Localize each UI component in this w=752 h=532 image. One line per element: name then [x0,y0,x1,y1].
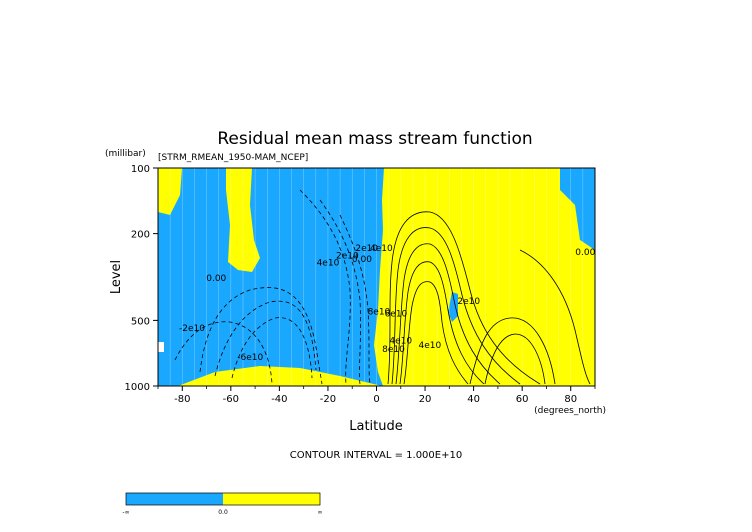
y-tick-label: 100 [131,164,150,175]
plot-area: 0.00-2e10-6e104e102e100.004e102e108e106e… [157,167,596,387]
contour-label: 0.00 [206,274,226,284]
contour-pos-7 [484,333,546,385]
contour-neg-6 [339,214,371,385]
contour-neg-7 [174,321,273,385]
colorbar-label-zero: 0.0 [218,509,228,516]
contour-label: 4e10 [370,244,393,254]
x-tick-label: -80 [174,394,190,405]
contour-neg-1 [199,287,323,385]
colorbar-frame [125,492,321,506]
x-tick-label: 0 [373,394,379,405]
x-tick-label: -60 [223,394,239,405]
contour-label: -2e10 [179,324,205,334]
contour-label: 2e10 [336,251,359,261]
x-units: (degrees_north) [534,406,606,416]
y-tick-label: 200 [131,230,150,241]
contour-pos-1 [387,211,541,385]
positive-region-main [374,168,595,386]
x-tick-label: 60 [516,394,529,405]
x-tick-label: 80 [564,394,577,405]
contour-interval: CONTOUR INTERVAL = 1.000E+10 [290,450,462,461]
white-notch [158,342,164,352]
y-tick-label: 500 [131,316,150,327]
x-tick-label: 40 [467,394,480,405]
contour-labels: 0.00-2e10-6e104e102e100.004e102e108e106e… [179,244,596,363]
contour-pos-3 [395,243,501,385]
contour-label: 6e10 [385,310,408,320]
colorbar-negative [126,493,223,505]
x-tick-label: 20 [419,394,432,405]
colorbar-label-max: ∞ [318,509,323,516]
contour-neg-4 [299,189,351,385]
colorbar: -∞ 0.0 ∞ [122,492,323,516]
y-axis-label: Level [109,260,124,294]
contour-pos-2 [391,227,521,385]
chart-title: Residual mean mass stream function [217,129,532,149]
contour-pos-5 [403,281,469,385]
x-axis-ticks: -80 -60 -40 -20 0 20 40 60 80 [157,386,596,405]
x-tick-label: -20 [320,394,336,405]
contour-label: 8e10 [368,308,391,318]
chart-subtitle: [STRM_RMEAN_1950-MAM_NCEP] [158,153,308,163]
contour-label: 2e10 [457,297,480,307]
x-tick-label: -40 [271,394,287,405]
colorbar-positive [223,493,320,505]
contour-lines [174,189,591,385]
contour-label: 4e10 [317,258,340,268]
positive-strip-surface [178,366,382,386]
contour-label: 2e10 [355,244,378,254]
contour-neg-3 [231,317,313,379]
contour-neg-5 [319,199,361,385]
contour-label: 4e10 [419,341,442,351]
x-axis-label: Latitude [349,419,403,434]
contour-label: 0.00 [352,255,372,265]
contour-label: -6e10 [237,353,263,363]
contour-pos-6 [469,317,556,385]
contour-label: 8e10 [382,345,405,355]
contour-pos-8 [519,249,591,385]
y-units: (millibar) [105,149,146,159]
y-axis-ticks: 100 200 500 1000 [125,164,158,393]
contour-pos-4 [399,261,485,385]
negative-cell-east [448,292,458,322]
contour-label: 0.00 [575,248,595,258]
colorbar-label-min: -∞ [122,509,129,516]
contour-label: 4e10 [389,337,412,347]
y-tick-label: 1000 [125,382,150,393]
